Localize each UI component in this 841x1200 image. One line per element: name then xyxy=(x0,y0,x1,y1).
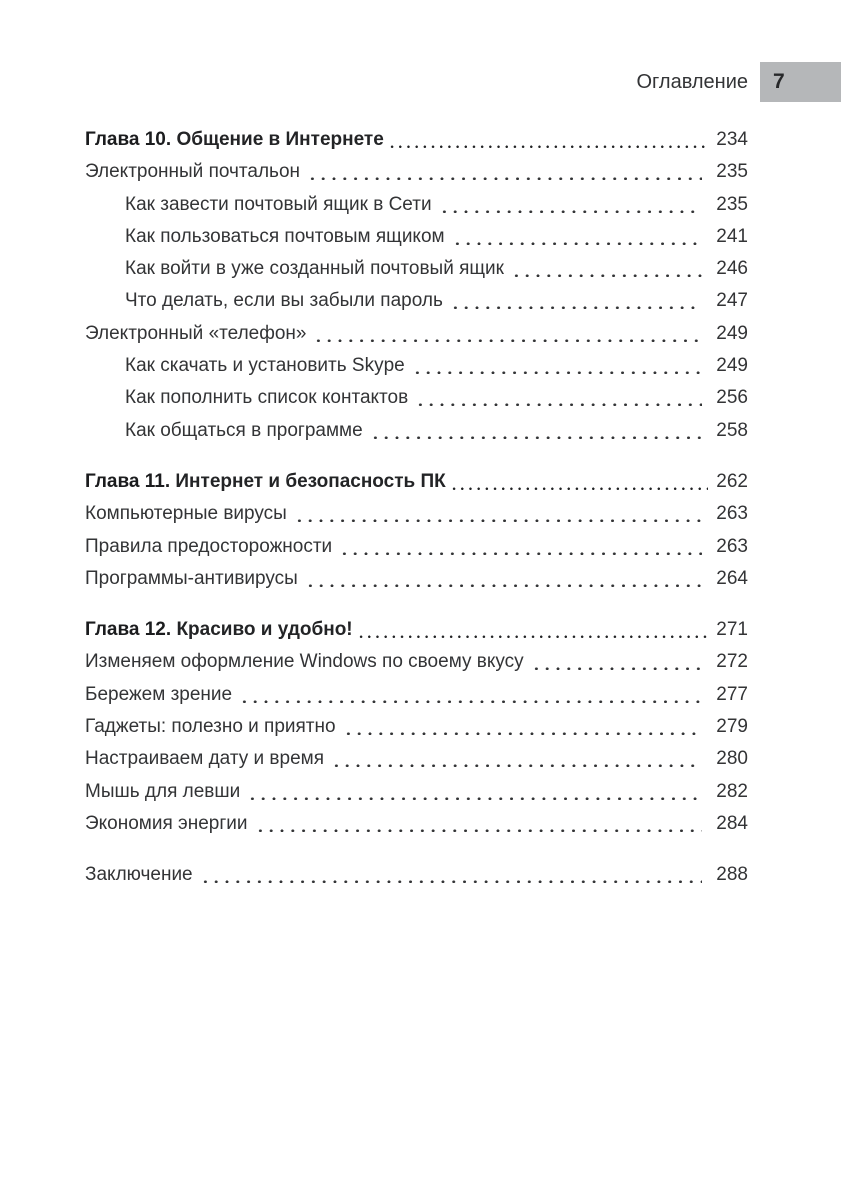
dot-leader xyxy=(451,220,702,254)
dot-leader xyxy=(247,775,702,808)
dot-leader xyxy=(304,562,702,596)
toc-entry-label: Как пополнить список контактов xyxy=(125,387,409,409)
toc-entry-page: 280 xyxy=(716,748,748,770)
toc-entry-label: Гаджеты: полезно и приятно xyxy=(85,716,336,738)
toc-entry-label: Компьютерные вирусы xyxy=(85,503,287,525)
toc-entry-label: Правила предосторожности xyxy=(85,535,333,557)
dot-leader xyxy=(307,156,702,189)
toc-list: Глава 10. Общение в Интернете 234 Электр… xyxy=(85,124,748,892)
toc-entry-page: 262 xyxy=(716,470,748,492)
toc-entry: Бережем зрение 277 xyxy=(85,678,748,712)
toc-entry-page: 264 xyxy=(716,567,748,589)
toc-entry-chapter-prefix: Глава 12. xyxy=(85,619,177,641)
dot-leader xyxy=(199,859,702,892)
toc-entry: Экономия энергии 284 xyxy=(85,807,748,841)
dot-leader xyxy=(415,382,702,415)
toc-entry-label: Как войти в уже созданный почтовый ящик xyxy=(125,258,504,280)
dot-leader xyxy=(254,807,702,841)
toc-entry-label: Что делать, если вы забыли пароль xyxy=(125,290,443,312)
dot-leader xyxy=(331,743,702,776)
toc-entry-label: Бережем зрение xyxy=(85,683,233,705)
toc-entry-label: Мышь для левши xyxy=(85,780,241,802)
toc-entry: Правила предосторожности 263 xyxy=(85,530,748,563)
toc-entry-page: 235 xyxy=(716,161,748,183)
toc-entry-label: Программы-антивирусы xyxy=(85,567,298,589)
toc-entry-page: 249 xyxy=(716,355,748,377)
toc-entry-label: Изменяем оформление Windows по своему вк… xyxy=(85,651,524,673)
toc-entry-page: 277 xyxy=(716,683,748,705)
toc-entry-page: 284 xyxy=(716,812,748,834)
toc-entry-page: 263 xyxy=(716,503,748,525)
toc-entry-chapter-prefix: Глава 10. xyxy=(85,129,177,150)
toc-entry-page: 271 xyxy=(716,619,748,641)
toc-entry: Как завести почтовый ящик в Сети 235 xyxy=(85,188,748,221)
toc-entry-label: Настраиваем дату и время xyxy=(85,748,324,770)
toc-entry-label: Электронный почтальон xyxy=(85,161,301,183)
toc-entry: Программы-антивирусы 264 xyxy=(85,562,748,596)
toc-entry: Как скачать и установить Skype 249 xyxy=(85,350,748,383)
dot-leader xyxy=(449,285,702,318)
toc-entry-page: 234 xyxy=(716,129,748,150)
toc-entry-label: Общение в Интернете xyxy=(176,129,384,150)
toc-entry-page: 263 xyxy=(716,535,748,557)
toc-entry: Как пользоваться почтовым ящиком 241 xyxy=(85,220,748,254)
toc-entry-label: Интернет и безопасность ПК xyxy=(175,470,446,492)
toc-entry: Заключение 288 xyxy=(85,859,748,892)
toc-entry-label: Заключение xyxy=(85,864,193,886)
dot-leader xyxy=(387,124,708,157)
toc-entry: Электронный почтальон 235 xyxy=(85,156,748,189)
toc-entry: Настраиваем дату и время 280 xyxy=(85,743,748,776)
page-number-badge: 7 xyxy=(760,62,841,102)
toc-entry-label: Электронный «телефон» xyxy=(85,322,307,344)
toc-entry-label: Как завести почтовый ящик в Сети xyxy=(125,193,432,215)
running-header-title: Оглавление xyxy=(636,71,748,93)
toc-entry-label: Как скачать и установить Skype xyxy=(125,355,405,377)
dot-leader xyxy=(411,350,702,383)
toc-entry: Компьютерные вирусы 263 xyxy=(85,498,748,531)
toc-entry: Глава 11. Интернет и безопасность ПК 262 xyxy=(85,465,748,499)
toc-entry: Электронный «телефон» 249 xyxy=(85,317,748,351)
dot-leader xyxy=(339,530,702,563)
dot-leader xyxy=(293,498,702,531)
toc-entry-page: 246 xyxy=(716,258,748,280)
toc-entry-page: 279 xyxy=(716,716,748,738)
dot-leader xyxy=(369,414,702,447)
toc-entry-label: Красиво и удобно! xyxy=(176,619,353,641)
toc-entry: Как войти в уже созданный почтовый ящик … xyxy=(85,253,748,286)
toc-entry-page: 235 xyxy=(716,193,748,215)
toc-entry: Изменяем оформление Windows по своему вк… xyxy=(85,646,748,679)
dot-leader xyxy=(313,317,702,351)
toc-entry: Глава 12. Красиво и удобно! 271 xyxy=(85,614,748,647)
toc-entry-label: Как общаться в программе xyxy=(125,419,363,441)
toc-entry-page: 249 xyxy=(716,322,748,344)
toc-entry-page: 272 xyxy=(716,651,748,673)
toc-entry: Мышь для левши 282 xyxy=(85,775,748,808)
toc-entry: Гаджеты: полезно и приятно 279 xyxy=(85,711,748,744)
toc-entry: Как общаться в программе 258 xyxy=(85,414,748,447)
toc-entry-page: 258 xyxy=(716,419,748,441)
dot-leader xyxy=(449,465,708,499)
dot-leader xyxy=(438,188,702,221)
toc-entry: Что делать, если вы забыли пароль 247 xyxy=(85,285,748,318)
toc-entry: Как пополнить список контактов 256 xyxy=(85,382,748,415)
toc-entry-page: 288 xyxy=(716,864,748,886)
toc-entry-page: 282 xyxy=(716,780,748,802)
dot-leader xyxy=(239,678,702,712)
toc-entry-label: Как пользоваться почтовым ящиком xyxy=(125,225,445,247)
toc-entry-page: 241 xyxy=(716,225,748,247)
toc-entry-page: 247 xyxy=(716,290,748,312)
dot-leader xyxy=(510,253,702,286)
toc-entry-page: 256 xyxy=(716,387,748,409)
toc-entry-label: Экономия энергии xyxy=(85,812,248,834)
dot-leader xyxy=(356,614,708,647)
toc-entry: Глава 10. Общение в Интернете 234 xyxy=(85,124,748,157)
dot-leader xyxy=(342,711,702,744)
toc-entry-chapter-prefix: Глава 11. xyxy=(85,470,176,492)
dot-leader xyxy=(530,646,702,679)
